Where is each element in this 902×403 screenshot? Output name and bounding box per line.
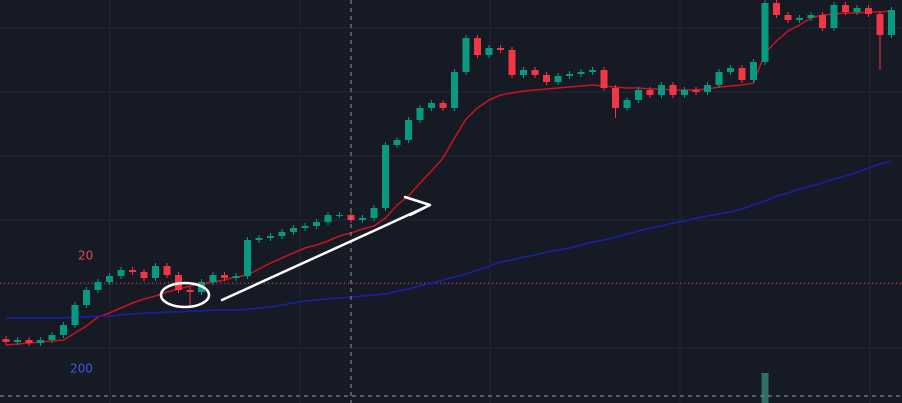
candle-body [370, 208, 378, 218]
candle-body [704, 85, 711, 92]
candle-body [336, 215, 343, 216]
candle-body [738, 68, 746, 80]
candle-body [589, 70, 596, 72]
candle-body [658, 85, 665, 95]
candle-body [497, 48, 504, 50]
candle-body [853, 8, 861, 12]
candle-body [865, 8, 872, 14]
candle-body [359, 218, 366, 220]
candle-body [888, 10, 895, 35]
candle-body [807, 15, 815, 18]
candle-body [600, 70, 608, 88]
candle-body [71, 305, 79, 325]
candle-body [48, 335, 56, 340]
volume-bar [761, 373, 769, 403]
candle-body [485, 48, 493, 55]
candle-body [2, 339, 10, 342]
candle-body [623, 100, 631, 108]
annotation-circle [159, 281, 211, 309]
candle-body [37, 340, 44, 343]
candle-body [416, 108, 424, 120]
annotation-arrow [220, 195, 432, 302]
candle-body [301, 226, 309, 228]
candle-body [612, 88, 619, 108]
candle-body [635, 90, 642, 100]
candle-body [324, 215, 332, 222]
candle-body [290, 228, 297, 232]
candle-body [129, 270, 136, 272]
candle-body [842, 5, 849, 12]
candle-body [508, 50, 516, 75]
ma-line [5, 10, 892, 346]
candle-body [382, 145, 389, 208]
candle-body [221, 275, 228, 278]
candle-body [819, 15, 826, 28]
candle-body [727, 68, 734, 72]
candle-body [796, 18, 803, 20]
candle-body [773, 3, 780, 15]
ma-label: 20 [78, 249, 93, 263]
candle-body [106, 276, 113, 282]
candle-body [209, 275, 217, 282]
candle-body [439, 103, 447, 108]
candle-body [451, 72, 458, 108]
candle-body [313, 222, 320, 226]
candle-body [25, 340, 33, 343]
candle-body [577, 72, 585, 74]
ma-line [6, 160, 892, 319]
candle-body [267, 236, 274, 238]
candle-body [232, 276, 240, 278]
candle-body [876, 14, 884, 35]
candle-body [566, 74, 573, 76]
candle-body [531, 70, 539, 75]
candle-body [140, 272, 148, 278]
candle-body [474, 38, 481, 55]
candle-body [83, 290, 90, 305]
candle-body [784, 15, 792, 20]
candle-body [750, 62, 757, 80]
candle-body [761, 3, 769, 62]
candle-body [669, 85, 677, 95]
candle-body [692, 90, 700, 92]
candle-body [715, 72, 723, 85]
candle-body [681, 90, 688, 95]
candle-body [393, 140, 401, 145]
candle-body [117, 270, 125, 276]
candle-body [830, 5, 838, 28]
candle-body [60, 325, 67, 335]
candle-body [462, 38, 470, 72]
candle-body [186, 290, 194, 292]
candle-body [152, 266, 159, 278]
candle-body [14, 340, 21, 342]
candle-body [428, 103, 435, 108]
candle-body [543, 75, 550, 82]
candle-body [278, 232, 286, 236]
candle-body [405, 120, 412, 140]
candle-body [244, 240, 251, 276]
ma-label: 200 [70, 362, 93, 376]
candle-body [554, 76, 562, 82]
candle-body [646, 90, 654, 95]
candle-body [163, 266, 171, 275]
candle-body [520, 70, 527, 75]
candle-body [94, 282, 102, 290]
candle-body [255, 238, 263, 240]
